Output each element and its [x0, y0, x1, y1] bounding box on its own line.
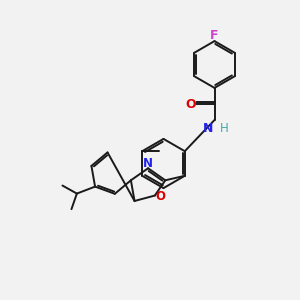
Text: O: O: [186, 98, 196, 111]
Text: F: F: [210, 29, 219, 42]
Text: H: H: [220, 122, 229, 134]
Text: N: N: [143, 157, 153, 170]
Text: O: O: [156, 190, 166, 202]
Text: N: N: [202, 122, 213, 134]
